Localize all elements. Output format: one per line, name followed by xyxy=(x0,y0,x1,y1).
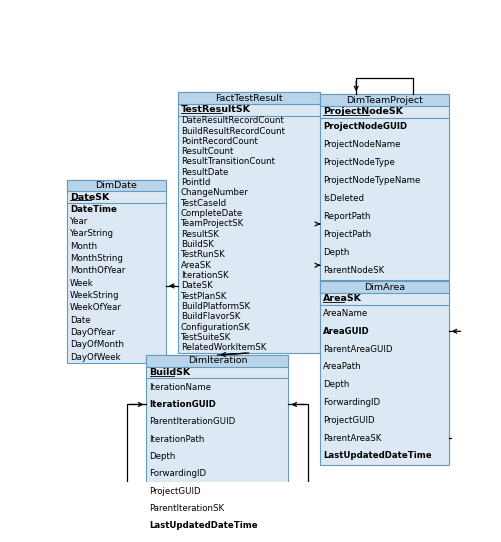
Text: Depth: Depth xyxy=(323,380,349,389)
Text: BuildFlavorSK: BuildFlavorSK xyxy=(180,312,239,321)
Text: ConfigurationSK: ConfigurationSK xyxy=(180,322,250,332)
Text: DimIteration: DimIteration xyxy=(187,357,246,365)
Bar xyxy=(320,94,448,106)
Text: DimTeamProject: DimTeamProject xyxy=(345,95,422,105)
Bar xyxy=(146,355,288,534)
Text: DimArea: DimArea xyxy=(363,282,404,292)
Text: MonthString: MonthString xyxy=(70,254,122,263)
Text: BuildSK: BuildSK xyxy=(149,368,190,377)
Text: YearString: YearString xyxy=(70,229,114,238)
Text: ParentIterationSK: ParentIterationSK xyxy=(149,504,224,513)
Text: ReportPath: ReportPath xyxy=(323,212,370,221)
Text: IsDeleted: IsDeleted xyxy=(323,194,364,203)
Text: DateSK: DateSK xyxy=(70,193,109,202)
Text: ProjectNodeName: ProjectNodeName xyxy=(323,140,400,149)
Text: PointRecordCount: PointRecordCount xyxy=(180,137,257,146)
Text: ResultTransitionCount: ResultTransitionCount xyxy=(180,158,274,166)
Text: RelatedWorkItemSK: RelatedWorkItemSK xyxy=(180,343,266,352)
Text: ProjectPath: ProjectPath xyxy=(323,230,371,240)
Text: ProjectNodeSK: ProjectNodeSK xyxy=(323,107,402,117)
Text: CompleteDate: CompleteDate xyxy=(180,209,242,218)
Text: TestPlanSK: TestPlanSK xyxy=(180,292,226,301)
Text: ProjectNodeGUID: ProjectNodeGUID xyxy=(323,122,407,131)
Text: Week: Week xyxy=(70,279,93,288)
Text: AreaSK: AreaSK xyxy=(323,294,362,304)
Text: DayOfMonth: DayOfMonth xyxy=(70,340,124,350)
Text: LastUpdatedDateTime: LastUpdatedDateTime xyxy=(149,521,258,531)
Text: Date: Date xyxy=(70,316,90,325)
Text: DayOfWeek: DayOfWeek xyxy=(70,353,120,362)
Bar xyxy=(177,92,319,104)
Text: ResultDate: ResultDate xyxy=(180,168,227,177)
Text: Depth: Depth xyxy=(149,452,175,461)
Text: AreaName: AreaName xyxy=(323,309,368,318)
Text: TestSuiteSK: TestSuiteSK xyxy=(180,333,230,342)
Text: IterationPath: IterationPath xyxy=(149,435,204,444)
Text: BuildSK: BuildSK xyxy=(180,240,213,249)
Text: AreaGUID: AreaGUID xyxy=(323,327,369,336)
Bar xyxy=(67,180,165,364)
Text: ProjectGUID: ProjectGUID xyxy=(149,487,201,496)
Text: TestCaseId: TestCaseId xyxy=(180,199,226,208)
Text: DimDate: DimDate xyxy=(95,181,137,190)
Text: BuildResultRecordCount: BuildResultRecordCount xyxy=(180,126,284,136)
Text: IterationName: IterationName xyxy=(149,383,211,392)
Text: ChangeNumber: ChangeNumber xyxy=(180,189,248,197)
Text: ResultCount: ResultCount xyxy=(180,147,232,156)
Text: AreaSK: AreaSK xyxy=(180,261,211,270)
Text: ParentNodeSK: ParentNodeSK xyxy=(323,267,384,275)
Bar xyxy=(320,281,448,293)
Text: Month: Month xyxy=(70,242,97,251)
Text: Depth: Depth xyxy=(323,248,349,257)
Text: ForwardingID: ForwardingID xyxy=(323,398,380,407)
Text: BuildPlatformSK: BuildPlatformSK xyxy=(180,302,249,311)
Text: TestResultSK: TestResultSK xyxy=(180,105,250,114)
Text: WeekString: WeekString xyxy=(70,291,119,300)
Text: ForwardingID: ForwardingID xyxy=(149,469,206,479)
Text: TeamProjectSK: TeamProjectSK xyxy=(180,220,243,228)
Text: IterationGUID: IterationGUID xyxy=(149,400,216,409)
Text: PointId: PointId xyxy=(180,178,209,187)
Text: ProjectNodeType: ProjectNodeType xyxy=(323,158,394,167)
Text: AreaPath: AreaPath xyxy=(323,363,361,371)
Text: WeekOfYear: WeekOfYear xyxy=(70,304,121,313)
Text: DayOfYear: DayOfYear xyxy=(70,328,115,337)
Text: ParentIterationGUID: ParentIterationGUID xyxy=(149,417,235,427)
Bar xyxy=(320,94,448,280)
Text: MonthOfYear: MonthOfYear xyxy=(70,267,125,275)
Bar xyxy=(320,281,448,465)
Text: DateResultRecordCount: DateResultRecordCount xyxy=(180,116,283,125)
Text: TestRunSK: TestRunSK xyxy=(180,250,225,260)
Text: ParentAreaGUID: ParentAreaGUID xyxy=(323,345,392,353)
Bar xyxy=(177,92,319,353)
Text: ProjectNodeTypeName: ProjectNodeTypeName xyxy=(323,176,420,185)
Bar xyxy=(146,355,288,367)
Text: DateSK: DateSK xyxy=(180,281,212,291)
Text: ParentAreaSK: ParentAreaSK xyxy=(323,434,381,443)
Bar xyxy=(67,180,165,191)
Text: LastUpdatedDateTime: LastUpdatedDateTime xyxy=(323,451,431,461)
Text: ProjectGUID: ProjectGUID xyxy=(323,416,374,425)
Text: FactTestResult: FactTestResult xyxy=(214,94,282,102)
Text: Year: Year xyxy=(70,217,88,226)
Text: ResultSK: ResultSK xyxy=(180,230,218,239)
Text: IterationSK: IterationSK xyxy=(180,271,228,280)
Text: DateTime: DateTime xyxy=(70,205,116,214)
